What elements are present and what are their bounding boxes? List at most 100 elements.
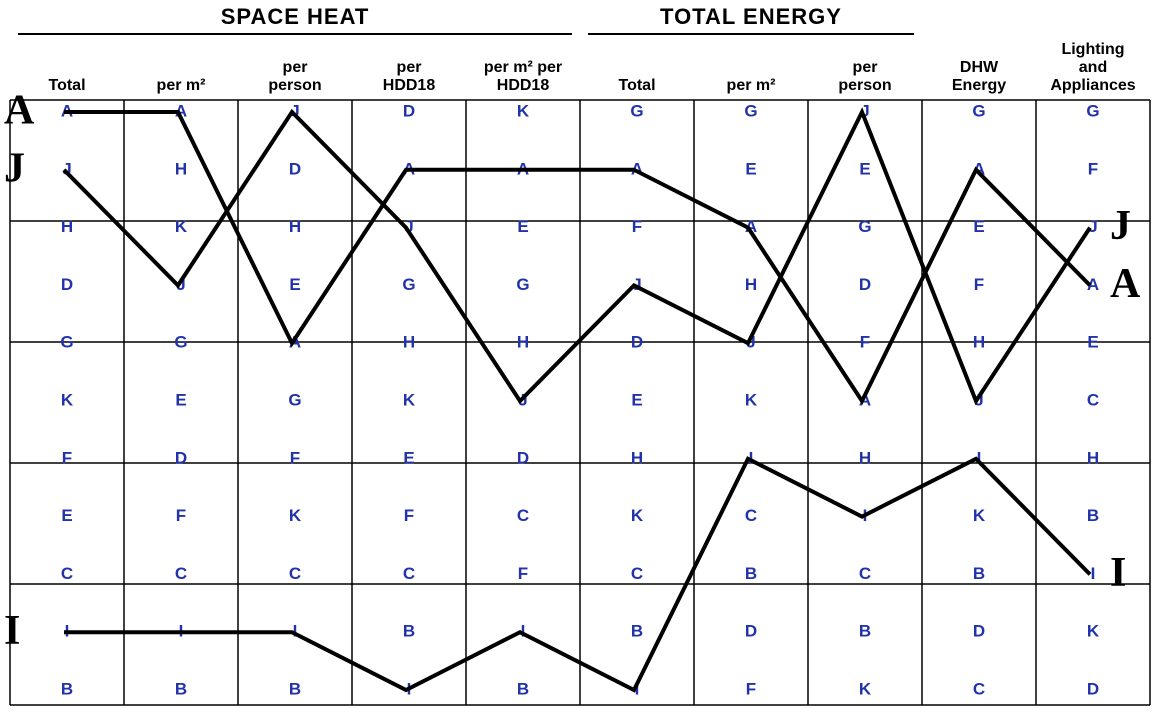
column-header: person (268, 77, 321, 94)
column-header: per (283, 59, 308, 76)
rank-letter: J (1088, 217, 1097, 236)
rank-letter: J (746, 333, 755, 352)
rank-letter: C (1087, 390, 1099, 409)
rank-letter: E (1087, 333, 1098, 352)
rank-letter: H (403, 333, 415, 352)
trace-line (64, 456, 1092, 693)
rank-letter: D (61, 275, 73, 294)
rank-letter: E (973, 217, 984, 236)
rank-letter: H (973, 333, 985, 352)
rank-letter: F (632, 217, 642, 236)
rank-letter: J (404, 217, 413, 236)
trace-line (62, 107, 1092, 406)
rank-letter: B (859, 622, 871, 641)
rank-letter: G (60, 333, 73, 352)
rank-letter: B (631, 622, 643, 641)
rank-letter: D (403, 101, 415, 120)
rank-letter: E (61, 506, 72, 525)
rank-letter: H (61, 217, 73, 236)
rank-letter: J (632, 275, 641, 294)
rank-letter: B (403, 622, 415, 641)
column-header: per m² (157, 77, 206, 94)
left-label: A (4, 88, 35, 134)
rank-letter: D (175, 448, 187, 467)
rank-letter: F (860, 333, 870, 352)
rank-letter: I (1091, 564, 1096, 583)
rank-letter: H (175, 159, 187, 178)
rank-letter: G (516, 275, 529, 294)
column-header: Total (48, 77, 85, 94)
rank-letter: H (631, 448, 643, 467)
rank-letter: A (1087, 275, 1099, 294)
right-label: A (1110, 261, 1141, 307)
rank-letter: D (517, 448, 529, 467)
rank-letter: C (175, 564, 187, 583)
column-header: Energy (952, 77, 1006, 94)
rank-letter: E (517, 217, 528, 236)
rank-letter: C (859, 564, 871, 583)
rank-letter: C (745, 506, 757, 525)
rank-letter: D (973, 622, 985, 641)
rank-letter: C (973, 679, 985, 698)
left-label: J (4, 145, 25, 191)
right-label: J (1110, 203, 1131, 249)
column-header: Total (618, 77, 655, 94)
rank-letter: J (62, 159, 71, 178)
column-header: Appliances (1050, 77, 1135, 94)
rank-letter: A (745, 217, 757, 236)
rank-letter: E (175, 390, 186, 409)
column-header: Lighting (1061, 41, 1124, 58)
column-header: person (838, 77, 891, 94)
rank-letter: C (403, 564, 415, 583)
rank-letter: F (974, 275, 984, 294)
rank-letter: G (858, 217, 871, 236)
rank-letter: B (175, 679, 187, 698)
rank-letter: E (631, 390, 642, 409)
rank-letter: G (174, 333, 187, 352)
rank-letter: B (973, 564, 985, 583)
rank-letter: K (973, 506, 986, 525)
rank-letter: K (631, 506, 644, 525)
rank-letter: K (289, 506, 302, 525)
column-header: HDD18 (383, 77, 436, 94)
rank-letter: D (859, 275, 871, 294)
rank-letter: K (175, 217, 188, 236)
rank-letter: D (745, 622, 757, 641)
rank-letter: D (1087, 679, 1099, 698)
column-header: and (1079, 59, 1107, 76)
rank-letter: I (977, 448, 982, 467)
rank-letter: K (61, 390, 74, 409)
group-label: SPACE HEAT (221, 4, 370, 29)
column-header: per m² (727, 77, 776, 94)
rank-letter: H (1087, 448, 1099, 467)
rank-letter: I (749, 448, 754, 467)
column-header: per m² per (484, 59, 562, 76)
rank-letter: F (746, 679, 756, 698)
rank-letter: F (1088, 159, 1098, 178)
rank-letter: F (518, 564, 528, 583)
rank-letter: H (745, 275, 757, 294)
rank-letter: H (289, 217, 301, 236)
rank-letter: G (972, 101, 985, 120)
rank-letter: J (860, 101, 869, 120)
rank-letter: H (859, 448, 871, 467)
rank-letter: E (403, 448, 414, 467)
rank-letter: E (745, 159, 756, 178)
rank-letter: B (517, 679, 529, 698)
rank-letter: D (631, 333, 643, 352)
rank-letter: B (745, 564, 757, 583)
column-header: HDD18 (497, 77, 550, 94)
rank-letter: G (1086, 101, 1099, 120)
rank-letter: F (290, 448, 300, 467)
rank-letter: I (293, 622, 298, 641)
rank-letter: B (289, 679, 301, 698)
rank-letter: C (61, 564, 73, 583)
right-label: I (1110, 550, 1126, 596)
rank-letter: D (289, 159, 301, 178)
column-header: per (397, 59, 422, 76)
rank-letter: G (630, 101, 643, 120)
column-header: per (853, 59, 878, 76)
rank-letter: H (517, 333, 529, 352)
rank-letter: G (402, 275, 415, 294)
